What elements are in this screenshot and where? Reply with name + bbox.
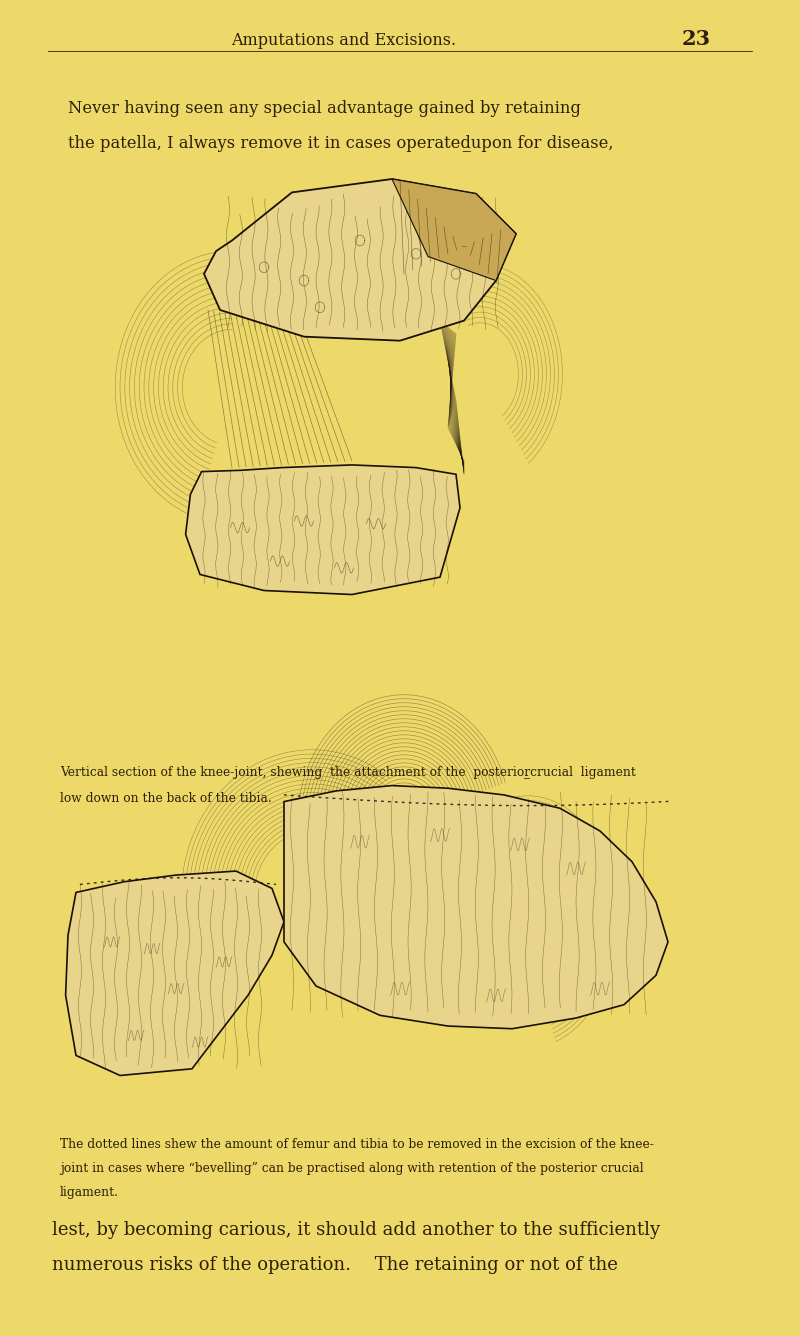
Polygon shape xyxy=(204,179,516,341)
Text: numerous risks of the operation.  The retaining or not of the: numerous risks of the operation. The ret… xyxy=(52,1256,618,1273)
Polygon shape xyxy=(66,871,284,1075)
Polygon shape xyxy=(284,786,668,1029)
Text: lest, by becoming carious, it should add another to the sufficiently: lest, by becoming carious, it should add… xyxy=(52,1221,660,1238)
Text: Vertical section of the knee-joint, shewing  the attachment of the  posterior̲cr: Vertical section of the knee-joint, shew… xyxy=(60,766,636,779)
Text: 23: 23 xyxy=(682,29,710,48)
Text: Never having seen any special advantage gained by retaining: Never having seen any special advantage … xyxy=(68,100,581,118)
Text: joint in cases where “bevelling” can be practised along with retention of the po: joint in cases where “bevelling” can be … xyxy=(60,1162,644,1176)
Text: low down on the back of the tibia.: low down on the back of the tibia. xyxy=(60,792,272,806)
Text: ligament.: ligament. xyxy=(60,1186,119,1200)
Polygon shape xyxy=(392,179,516,281)
Text: Amputations and Excisions.: Amputations and Excisions. xyxy=(231,32,457,48)
Text: the patella, I always remove it in cases operated̲upon for disease,: the patella, I always remove it in cases… xyxy=(68,135,614,152)
Polygon shape xyxy=(186,465,460,595)
Text: The dotted lines shew the amount of femur and tibia to be removed in the excisio: The dotted lines shew the amount of femu… xyxy=(60,1138,654,1152)
